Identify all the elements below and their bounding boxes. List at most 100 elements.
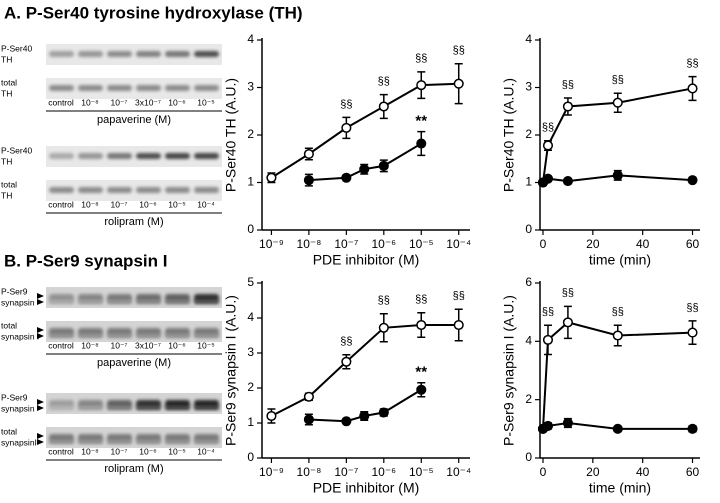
- blot-row-label: P-Ser9: [1, 286, 28, 296]
- data-point: [416, 138, 427, 149]
- blot-band: [78, 334, 103, 338]
- panel-title: A. P-Ser40 tyrosine hydroxylase (TH): [4, 3, 303, 22]
- y-tick-label: 0: [525, 222, 532, 236]
- x-tick-label: 10⁻⁴: [446, 237, 471, 251]
- data-point: [303, 148, 314, 160]
- blot-row-label: P-Ser40: [1, 43, 32, 53]
- blot-band: [107, 334, 132, 338]
- data-point: [562, 317, 573, 328]
- band-arrowhead: [37, 433, 44, 439]
- blot-band: [107, 187, 132, 193]
- y-tick-label: 5: [247, 275, 254, 289]
- lane-label: control: [48, 199, 74, 209]
- blot-band: [136, 85, 161, 91]
- blot-row-label: total: [1, 320, 17, 330]
- data-point: [542, 334, 554, 345]
- treatment-label: rolipram (M): [104, 463, 163, 475]
- data-point: [542, 173, 554, 184]
- lane-label: 3x10⁻⁷: [135, 340, 161, 350]
- data-point: [378, 407, 389, 418]
- data-point: [416, 319, 427, 331]
- blot-row-label: P-Ser9: [1, 392, 28, 402]
- blot-band: [136, 153, 161, 159]
- blot-band: [107, 440, 132, 444]
- significance-label: §§: [453, 290, 465, 302]
- blot-row-label: TH: [1, 88, 12, 98]
- significance-label: §§: [612, 74, 624, 86]
- blot-band: [49, 300, 74, 304]
- lane-label: 10⁻⁴: [197, 199, 215, 209]
- blot-band: [107, 153, 132, 159]
- blot-band: [165, 153, 190, 159]
- blot-band: [107, 51, 132, 57]
- blot-row-label: total: [1, 426, 17, 436]
- x-tick-label: 0: [540, 465, 547, 479]
- blot-row-label: synapsin: [1, 297, 35, 307]
- x-tick-label: 10⁻⁹: [259, 237, 284, 251]
- band-arrowhead: [37, 405, 44, 411]
- lane-label: 10⁻⁶: [168, 340, 185, 350]
- x-axis-label: PDE inhibitor (M): [313, 480, 420, 496]
- y-axis-label: P-Ser40 TH (A.U.): [223, 78, 239, 192]
- y-tick-label: 6: [525, 275, 532, 289]
- blot-band: [136, 51, 161, 57]
- x-tick-label: 10⁻⁵: [409, 237, 434, 251]
- significance-label: **: [415, 364, 427, 381]
- treatment-label: rolipram (M): [104, 216, 163, 228]
- x-tick-label: 20: [586, 237, 600, 251]
- data-point: [303, 175, 314, 186]
- data-point: [378, 101, 389, 112]
- y-tick-label: 2: [525, 392, 532, 406]
- treatment-label: papaverine (M): [97, 357, 171, 369]
- blot-band: [194, 440, 219, 444]
- blot-band: [78, 440, 103, 444]
- blot-band: [49, 187, 74, 193]
- data-point: [542, 140, 554, 151]
- data-point: [612, 423, 623, 434]
- blot-band: [49, 334, 74, 338]
- data-point: [687, 423, 698, 434]
- significance-label: §§: [562, 287, 574, 299]
- data-point: [453, 78, 464, 89]
- blot-background: [46, 78, 222, 99]
- significance-label: §§: [415, 294, 427, 306]
- x-tick-label: 10⁻⁸: [297, 465, 322, 479]
- data-point: [687, 327, 698, 338]
- band-arrowhead: [37, 293, 44, 299]
- blot-band: [194, 187, 219, 193]
- blot-band: [78, 85, 103, 91]
- blot-band: [165, 187, 190, 193]
- blot-band: [49, 440, 74, 444]
- lane-label: 10⁻⁸: [81, 446, 99, 456]
- lane-label: 10⁻⁶: [139, 446, 156, 456]
- blot-band: [194, 334, 219, 338]
- data-point: [341, 172, 352, 183]
- series-line: [270, 82, 459, 179]
- data-point: [562, 417, 573, 429]
- data-point: [341, 122, 352, 133]
- x-tick-label: 40: [636, 237, 650, 251]
- blot-band: [49, 85, 74, 91]
- blot-band: [194, 300, 219, 304]
- band-arrowhead: [37, 399, 44, 405]
- data-point: [453, 319, 464, 331]
- x-tick-label: 0: [540, 237, 547, 251]
- y-tick-label: 0: [525, 450, 532, 464]
- data-point: [562, 176, 573, 187]
- y-tick-label: 4: [247, 32, 254, 46]
- data-point: [266, 410, 277, 422]
- blot-band: [194, 153, 219, 159]
- x-axis-label: PDE inhibitor (M): [313, 252, 420, 268]
- blot-band: [194, 406, 219, 410]
- blot-band: [136, 300, 161, 304]
- data-point: [416, 80, 427, 91]
- blot-band: [78, 187, 103, 193]
- data-point: [416, 384, 427, 395]
- y-axis-label: P-Ser9 synapsin I (A.U.): [223, 295, 239, 446]
- data-point: [378, 160, 389, 171]
- lane-label: 10⁻⁷: [110, 97, 127, 107]
- data-point: [341, 356, 352, 367]
- blot-band: [165, 440, 190, 444]
- x-tick-label: 10⁻⁵: [409, 465, 434, 479]
- blot-row-label: synapsin I: [1, 331, 39, 341]
